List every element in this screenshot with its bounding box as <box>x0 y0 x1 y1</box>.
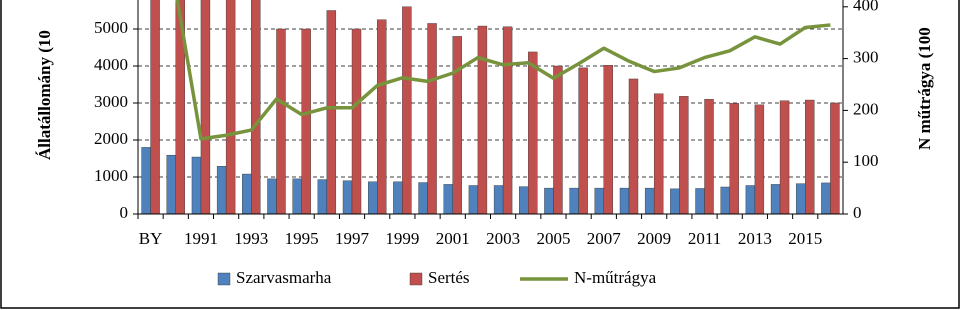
bar <box>367 181 378 215</box>
y2-axis-title: N műtrágya (100 <box>915 27 934 150</box>
bar <box>452 36 462 215</box>
x-tick-label: 2011 <box>688 229 721 248</box>
x-tick-label: 2015 <box>788 229 822 248</box>
bar <box>695 188 705 215</box>
x-tick-label: BY <box>139 229 163 248</box>
x-tick-label: 2005 <box>536 229 570 248</box>
bar <box>427 23 437 215</box>
bar <box>402 6 412 215</box>
bar <box>544 187 554 215</box>
bar <box>704 99 714 215</box>
y2-tick-label: 200 <box>853 99 879 118</box>
bar <box>528 51 538 215</box>
bar <box>670 188 680 215</box>
x-tick-label: 1991 <box>184 229 218 248</box>
y-tick-label: 5000 <box>94 18 128 37</box>
y2-tick-label: 100 <box>853 151 879 170</box>
bar <box>493 185 504 215</box>
y-tick-label: 2000 <box>94 129 128 148</box>
bar <box>679 96 689 215</box>
legend-swatch <box>217 272 231 286</box>
bar <box>653 93 664 215</box>
bar <box>754 104 765 215</box>
bar <box>821 182 831 215</box>
legend-label: Sertés <box>428 268 470 287</box>
bar <box>267 178 277 215</box>
bar <box>519 186 529 215</box>
bar <box>225 0 236 215</box>
legend-label: Szarvasmarha <box>236 268 332 287</box>
x-tick-label: 1993 <box>234 229 268 248</box>
bar <box>745 185 756 215</box>
y2-tick-label: 0 <box>853 203 862 222</box>
bar <box>628 78 639 215</box>
y-tick-label: 0 <box>120 203 129 222</box>
bar <box>578 67 588 215</box>
bar <box>619 187 630 215</box>
y2-tick-label: 400 <box>853 0 879 15</box>
bar <box>393 181 403 215</box>
bar <box>342 180 353 215</box>
bar <box>477 25 488 215</box>
y2-tick-label: 300 <box>853 48 879 67</box>
x-tick-label: 2013 <box>738 229 772 248</box>
bar <box>376 19 387 215</box>
bar <box>779 100 790 215</box>
bar <box>805 99 815 215</box>
x-tick-label: 1997 <box>335 229 370 248</box>
bar <box>644 187 655 215</box>
bar <box>468 185 479 215</box>
y-axis-title: Állatállomány (10 <box>35 30 54 160</box>
bar <box>166 154 176 215</box>
x-tick-label: 2009 <box>637 229 671 248</box>
bar <box>720 186 730 215</box>
bar <box>292 178 302 215</box>
bar <box>594 187 605 215</box>
bar <box>317 179 328 215</box>
bar <box>830 102 840 215</box>
bar <box>191 156 202 215</box>
y-tick-label: 1000 <box>94 166 128 185</box>
bar <box>418 182 428 215</box>
bar <box>242 173 252 215</box>
bar <box>150 0 160 215</box>
bar <box>251 0 261 215</box>
bar <box>729 103 739 215</box>
x-tick-label: 1995 <box>285 229 319 248</box>
legend-swatch <box>409 272 423 286</box>
bar <box>603 65 614 215</box>
y-tick-label: 4000 <box>94 55 128 74</box>
bar <box>301 28 311 215</box>
x-tick-label: 1999 <box>385 229 419 248</box>
bar <box>351 28 362 215</box>
line-series <box>175 0 831 141</box>
y-tick-label: 3000 <box>94 92 128 111</box>
bar <box>326 10 337 215</box>
bar <box>276 28 286 215</box>
bar <box>216 166 227 215</box>
x-tick-label: 2007 <box>587 229 622 248</box>
legend-label: N-műtrágya <box>574 268 657 287</box>
bar <box>796 183 806 215</box>
bar <box>200 0 211 215</box>
bar <box>569 187 579 215</box>
bar <box>443 184 453 215</box>
bar <box>770 184 781 215</box>
x-tick-label: 2001 <box>436 229 470 248</box>
bar <box>553 65 563 215</box>
bar <box>141 147 151 215</box>
x-tick-label: 2003 <box>486 229 520 248</box>
bar <box>502 26 513 215</box>
